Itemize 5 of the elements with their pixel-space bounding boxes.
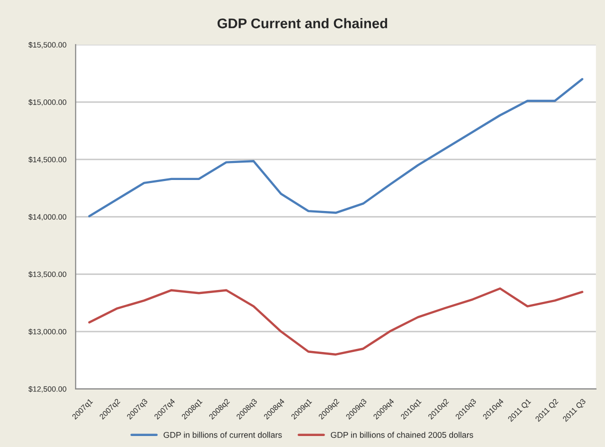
line-series — [88, 78, 584, 218]
chart-title: GDP Current and Chained — [218, 18, 388, 28]
line-series — [88, 287, 584, 356]
legend-label: GDP in billions of current dollars — [164, 432, 282, 438]
legend-label: GDP in billions of chained 2005 dollars — [330, 432, 474, 438]
